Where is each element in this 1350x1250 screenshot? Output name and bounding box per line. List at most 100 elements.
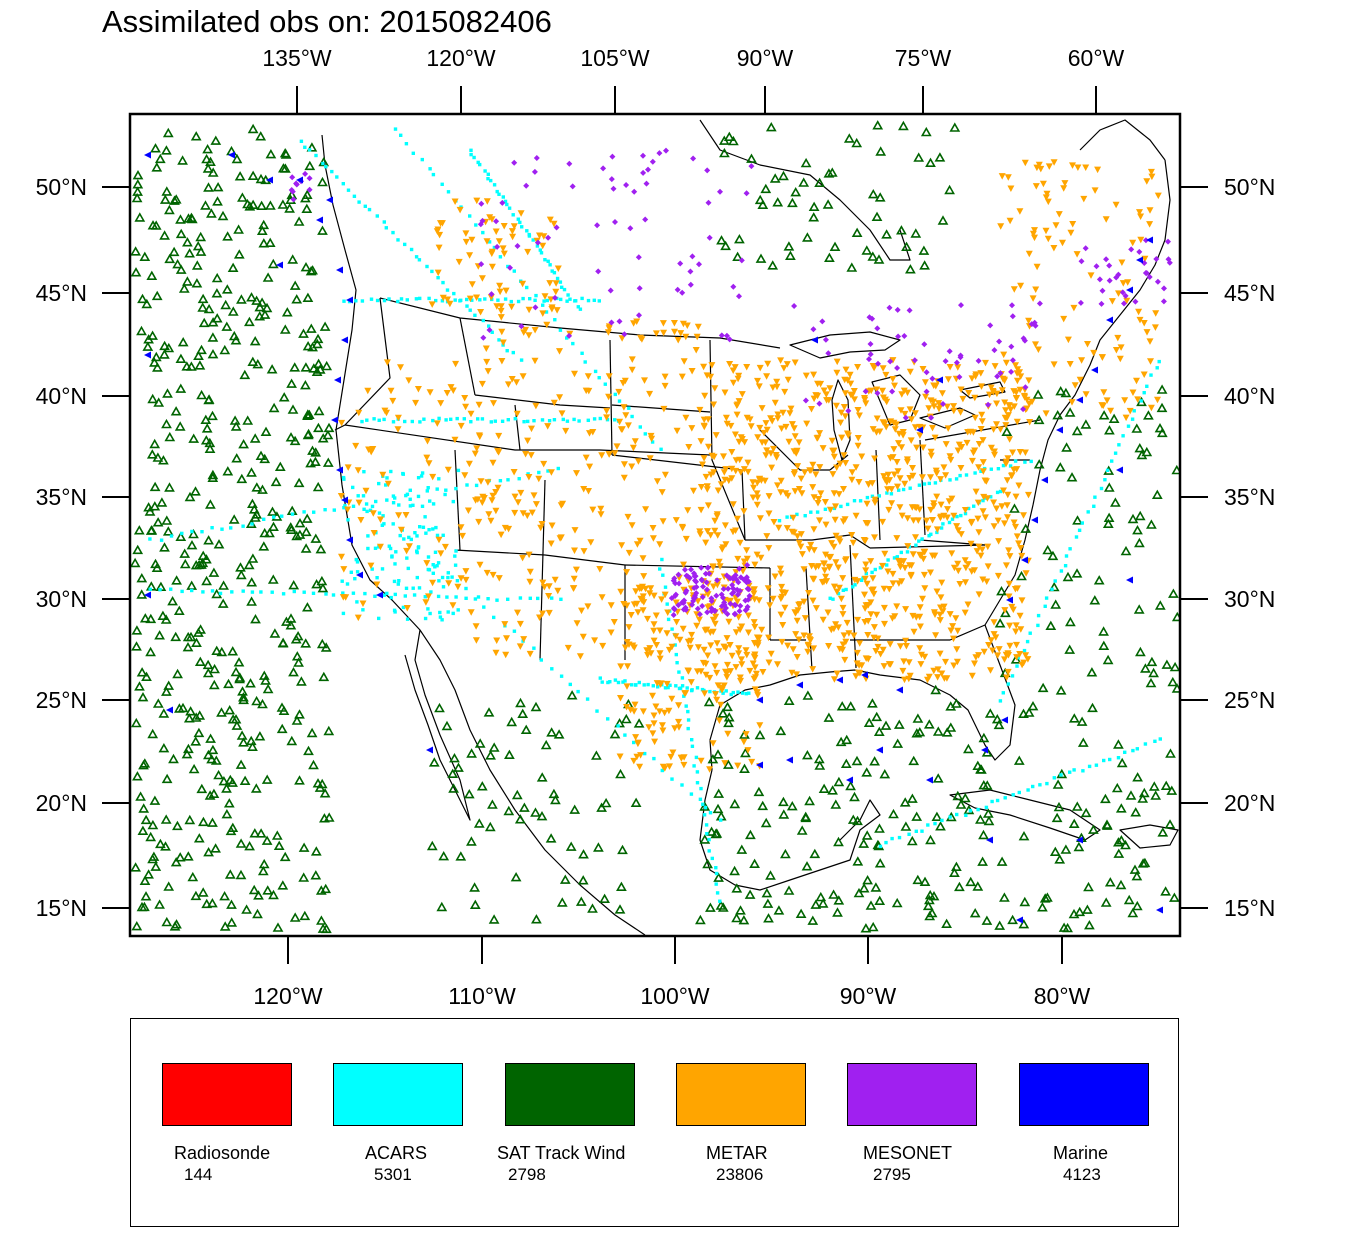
sat-track-wind-marker: [219, 890, 230, 901]
metar-marker: [841, 390, 849, 397]
sat-track-wind-marker: [1139, 857, 1151, 868]
acars-marker: [428, 167, 432, 171]
metar-marker: [854, 616, 862, 624]
mesonet-marker: [1096, 276, 1103, 283]
metar-marker: [767, 650, 775, 658]
acars-marker: [416, 476, 421, 480]
sat-track-wind-marker: [153, 397, 165, 407]
acars-marker: [1102, 758, 1106, 763]
acars-marker: [341, 475, 346, 480]
metar-marker: [750, 484, 758, 492]
acars-marker: [877, 494, 881, 498]
sat-track-wind-marker: [1113, 739, 1124, 749]
metar-marker: [765, 659, 773, 666]
sat-track-wind-marker: [184, 248, 195, 258]
mesonet-marker: [672, 593, 679, 599]
sat-track-wind-marker: [203, 535, 214, 545]
sat-track-wind-marker: [190, 712, 202, 722]
sat-track-wind-marker: [130, 717, 142, 728]
acars-marker: [476, 160, 480, 165]
metar-marker: [644, 615, 651, 623]
sat-track-wind-marker: [159, 230, 170, 240]
metar-marker: [854, 407, 862, 414]
metar-marker: [433, 228, 441, 235]
acars-marker: [418, 296, 422, 301]
metar-marker: [704, 416, 712, 423]
sat-track-wind-marker: [767, 260, 779, 270]
sat-track-wind-marker: [162, 526, 174, 536]
acars-marker: [292, 589, 296, 594]
metar-marker: [737, 677, 744, 685]
metar-marker: [1020, 659, 1028, 667]
sat-track-wind-marker: [174, 852, 186, 862]
metar-marker: [760, 429, 768, 437]
marine-marker: [266, 176, 273, 184]
metar-marker: [751, 623, 759, 631]
legend-swatch: [505, 1063, 635, 1126]
metar-marker: [1018, 552, 1026, 560]
acars-marker: [454, 549, 458, 553]
sat-track-wind-marker: [1052, 779, 1064, 789]
metar-marker: [700, 455, 708, 462]
state-and-coast-borders: [321, 119, 1179, 936]
mesonet-marker: [1122, 292, 1129, 299]
metar-marker: [906, 406, 914, 413]
metar-marker: [981, 477, 989, 484]
metar-marker: [777, 357, 785, 364]
sat-track-wind-marker: [867, 921, 879, 932]
metar-marker: [793, 617, 801, 625]
metar-marker: [678, 373, 686, 381]
mesonet-marker: [720, 586, 727, 592]
metar-marker: [656, 681, 664, 688]
metar-marker: [646, 645, 654, 652]
metar-marker: [874, 635, 882, 642]
acars-marker: [637, 680, 641, 685]
metar-marker: [711, 385, 719, 392]
marine-marker: [1156, 906, 1163, 914]
mesonet-marker: [730, 589, 737, 596]
metar-marker: [882, 424, 890, 431]
metar-marker: [881, 550, 889, 558]
mesonet-marker: [1106, 262, 1113, 269]
sat-track-wind-marker: [174, 703, 185, 713]
sat-track-wind-marker: [202, 659, 214, 670]
sat-track-wind-marker: [717, 902, 729, 912]
metar-marker: [650, 712, 658, 719]
right-lat-label: 15°N: [1224, 895, 1276, 921]
metar-marker: [1004, 514, 1011, 521]
mesonet-marker: [694, 605, 701, 612]
metar-marker: [631, 438, 639, 445]
metar-marker: [1141, 255, 1149, 263]
acars-marker: [272, 515, 276, 519]
sat-track-wind-marker: [143, 334, 154, 344]
sat-track-wind-marker: [213, 539, 225, 549]
acars-marker: [483, 169, 487, 173]
marine-markers: [144, 151, 1163, 924]
metar-marker: [628, 522, 636, 529]
metar-marker: [666, 763, 673, 770]
metar-marker: [1031, 234, 1038, 242]
metar-marker: [818, 579, 826, 586]
metar-marker: [1082, 391, 1090, 398]
sat-track-wind-marker: [955, 799, 967, 809]
sat-track-wind-marker: [851, 755, 863, 766]
sat-track-wind-marker: [246, 596, 257, 606]
metar-marker: [630, 757, 638, 765]
acars-marker: [1135, 747, 1139, 751]
sat-track-wind-marker: [920, 126, 932, 137]
metar-marker: [980, 648, 988, 656]
sat-track-wind-marker: [316, 575, 328, 586]
acars-marker: [330, 169, 334, 174]
metar-marker: [551, 576, 559, 584]
metar-marker: [946, 611, 954, 618]
metar-marker: [916, 506, 924, 513]
metar-marker: [1032, 286, 1040, 293]
metar-marker: [977, 426, 985, 433]
metar-marker: [848, 392, 856, 399]
acars-marker: [262, 517, 266, 521]
metar-marker: [921, 548, 929, 556]
mesonet-marker: [867, 341, 874, 347]
sat-track-wind-marker: [159, 194, 171, 204]
metar-marker: [810, 371, 818, 379]
sat-track-wind-marker: [1074, 906, 1086, 917]
